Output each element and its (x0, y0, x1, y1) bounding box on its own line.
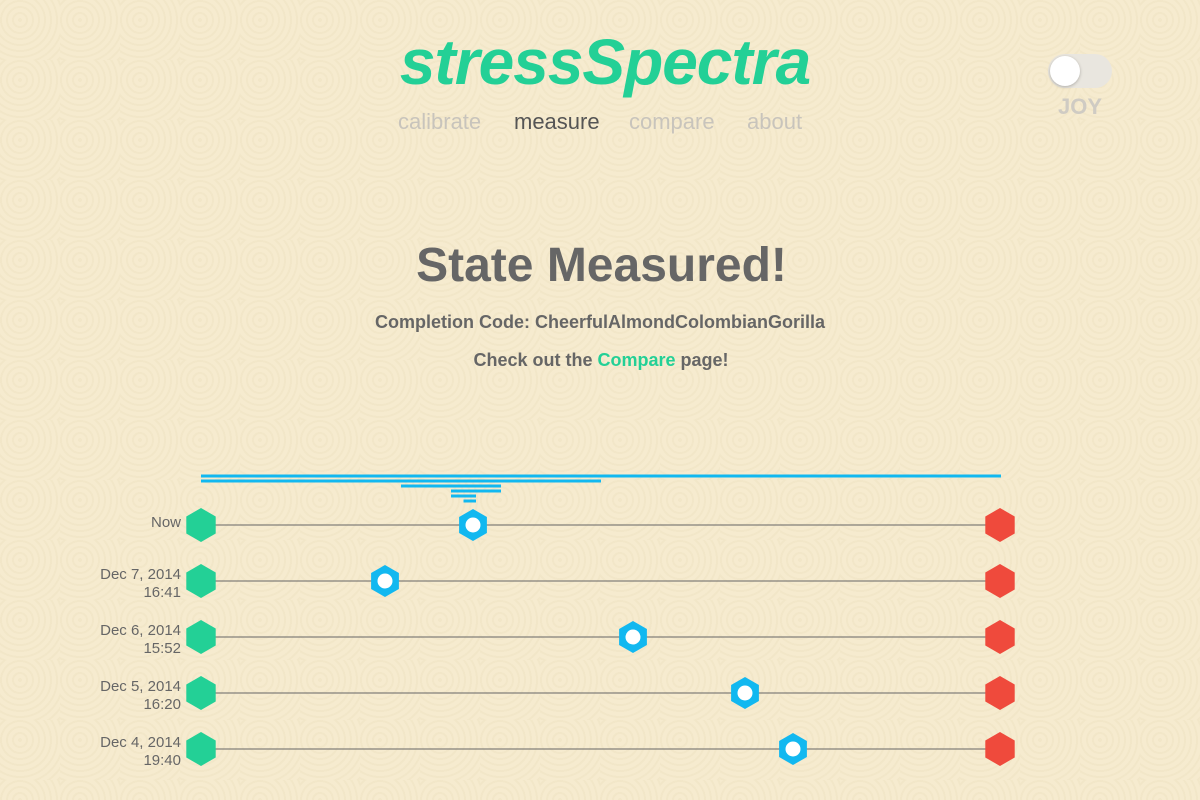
marker-center (625, 629, 641, 645)
joy-toggle-label: JOY (1057, 94, 1103, 119)
red-hexagon-icon (985, 732, 1015, 766)
app-logo: stressSpectra (399, 26, 811, 98)
marker-center (737, 685, 753, 701)
marker-center (377, 573, 393, 589)
page-title: State Measured! (416, 239, 787, 292)
nav-measure[interactable]: measure (514, 109, 600, 134)
green-hexagon-icon (186, 732, 216, 766)
marker-center (465, 517, 481, 533)
joy-toggle[interactable] (1048, 54, 1112, 88)
completion-code: Completion Code: CheerfulAlmondColombian… (0, 312, 1200, 333)
row-date-label: Dec 6, 2014 (100, 622, 181, 639)
completion-code-label: Completion Code: (374, 312, 535, 332)
row-time-label: 16:20 (143, 696, 181, 713)
completion-code-value: CheerfulAlmondColombianGorilla (534, 312, 825, 332)
green-hexagon-icon (186, 508, 216, 542)
red-hexagon-icon (985, 676, 1015, 710)
marker-center (785, 741, 801, 757)
compare-prompt-suffix: page! (675, 350, 729, 370)
compare-link[interactable]: Compare (597, 350, 676, 370)
main-nav: calibrate measure compare about (0, 108, 1200, 138)
row-date-label: Dec 5, 2014 (100, 678, 181, 695)
nav-calibrate[interactable]: calibrate (398, 109, 482, 134)
row-date-label: Now (151, 514, 181, 531)
row-time-label: 19:40 (143, 752, 181, 769)
green-hexagon-icon (186, 676, 216, 710)
row-time-label: 16:41 (143, 584, 181, 601)
red-hexagon-icon (985, 564, 1015, 598)
row-time-label: 15:52 (143, 640, 181, 657)
compare-prompt-prefix: Check out the (473, 350, 598, 370)
compare-prompt: Check out the Compare page! (0, 350, 1200, 371)
red-hexagon-icon (985, 508, 1015, 542)
green-hexagon-icon (186, 564, 216, 598)
toggle-knob (1050, 56, 1080, 86)
red-hexagon-icon (985, 620, 1015, 654)
green-hexagon-icon (186, 620, 216, 654)
row-date-label: Dec 7, 2014 (100, 566, 181, 583)
nav-about[interactable]: about (747, 109, 803, 134)
row-date-label: Dec 4, 2014 (100, 734, 181, 751)
nav-compare[interactable]: compare (629, 109, 715, 134)
